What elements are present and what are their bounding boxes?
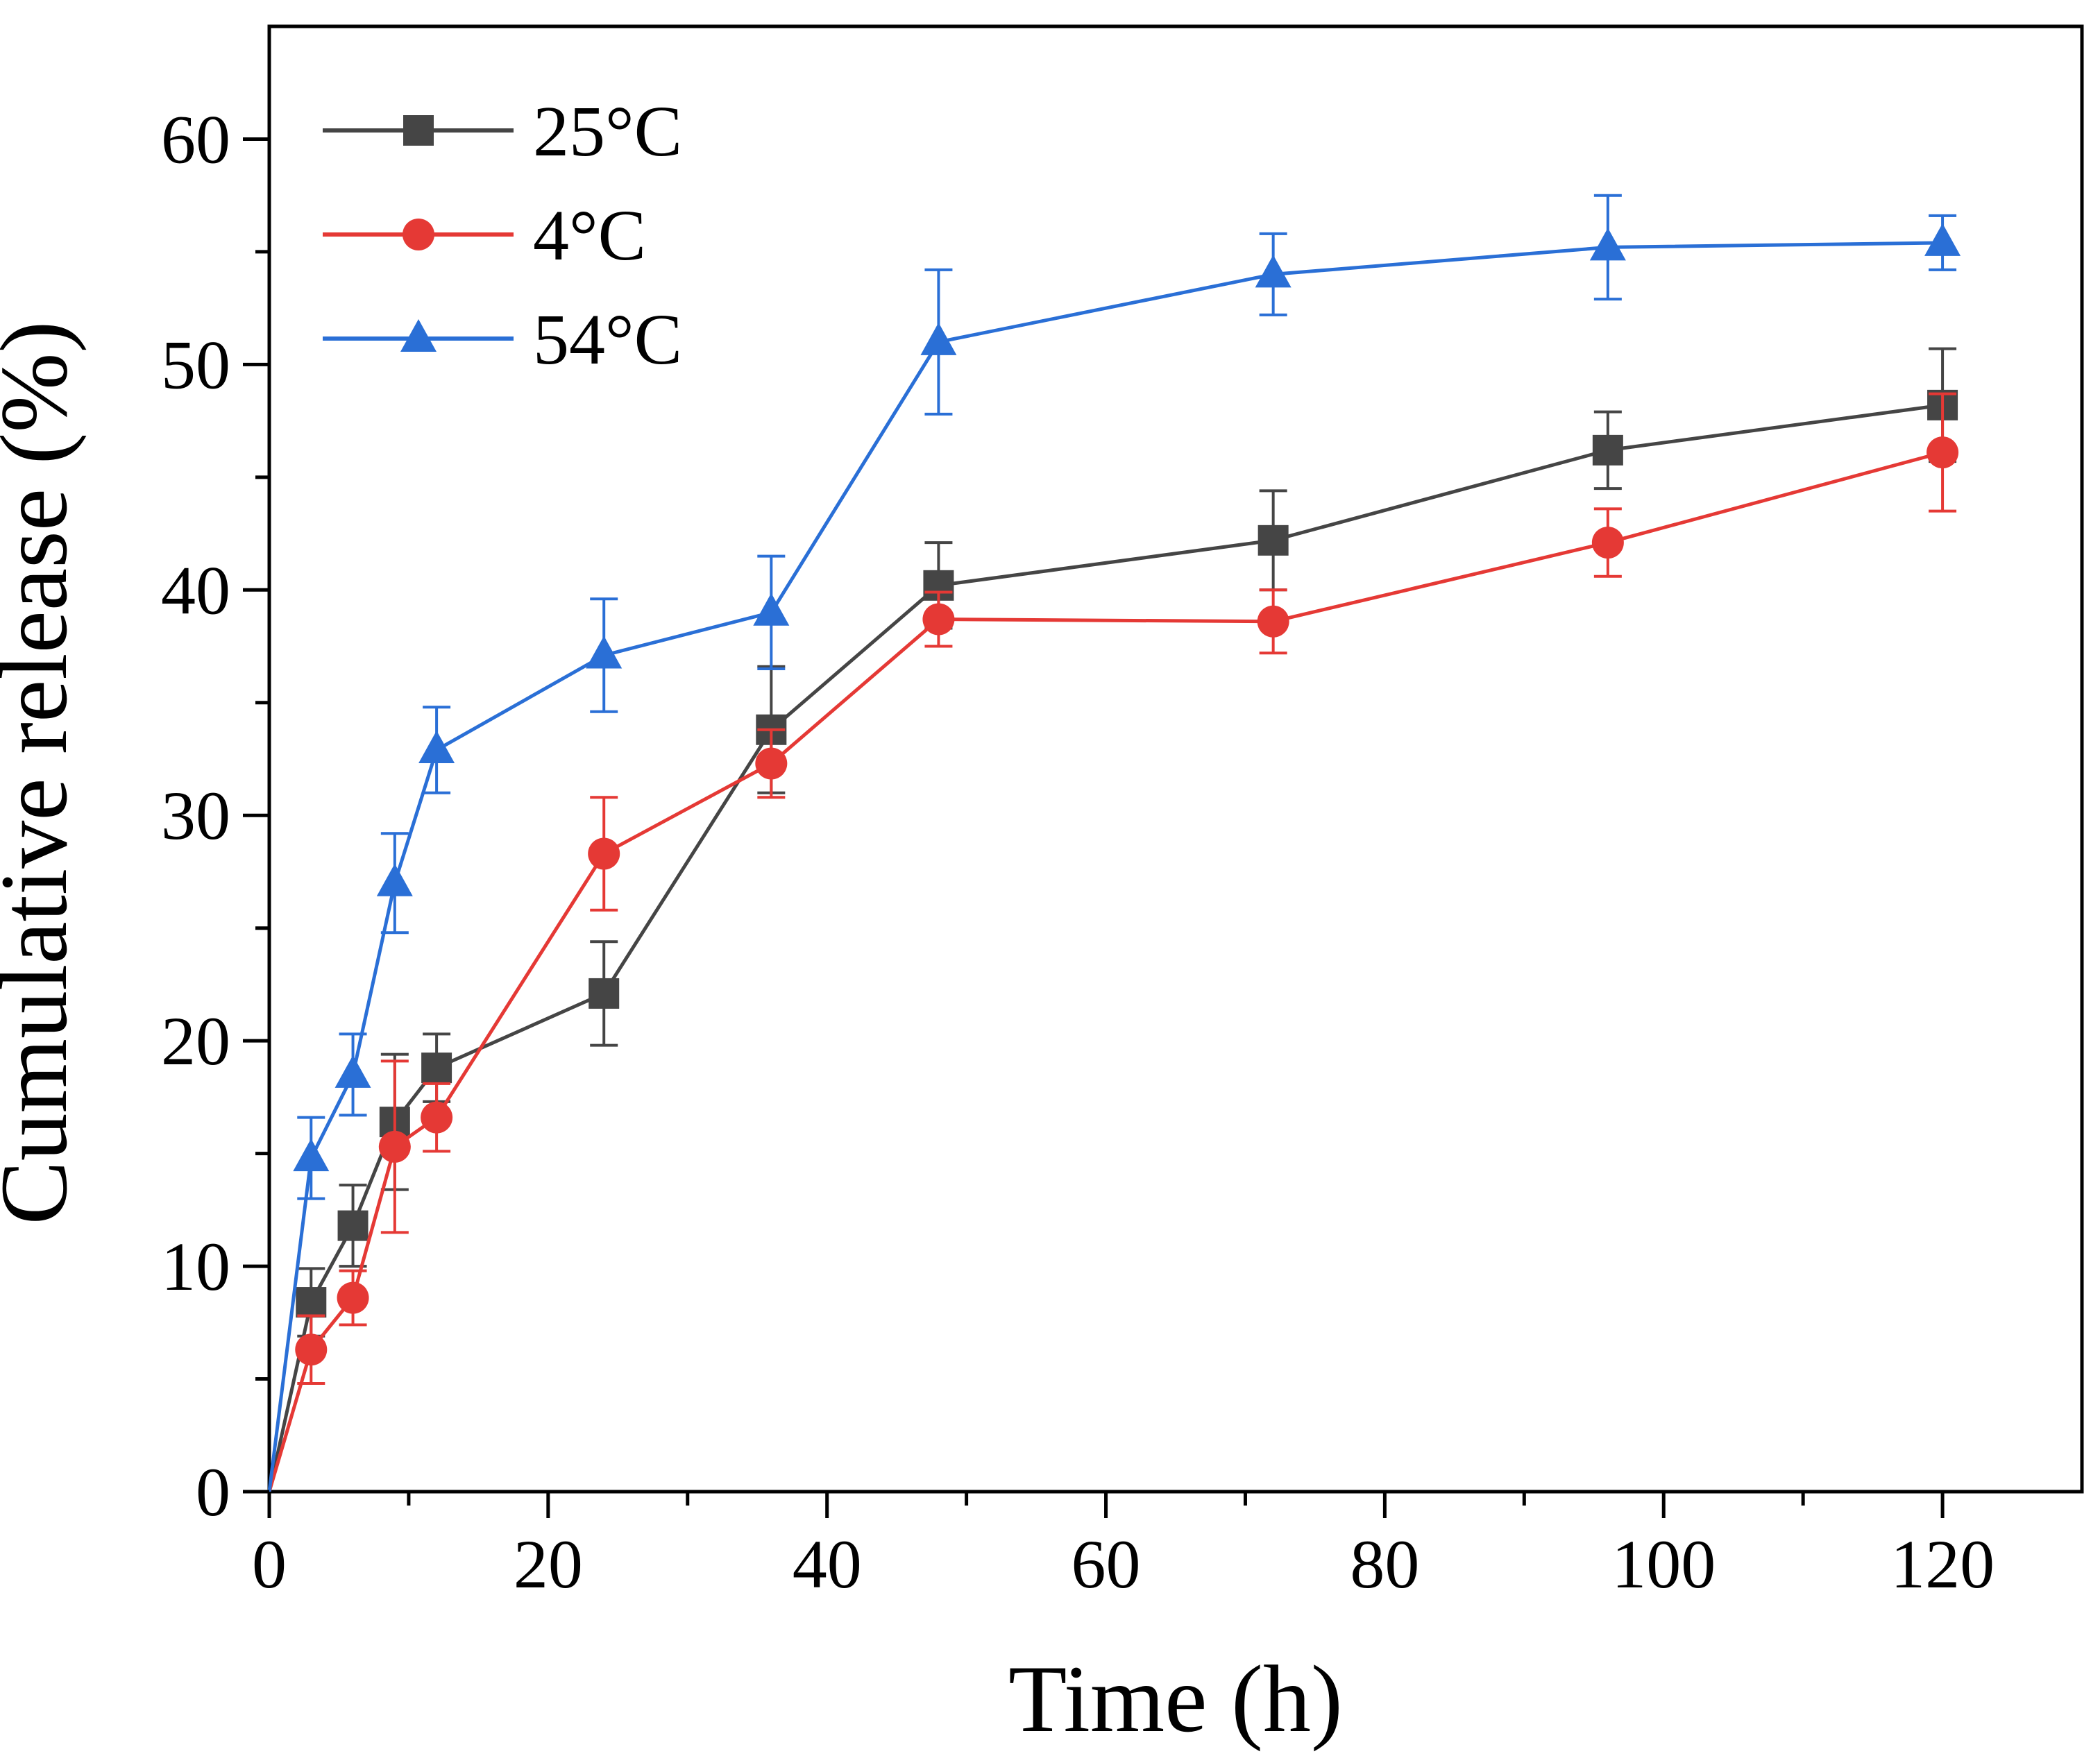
data-point [586, 636, 623, 669]
data-point [1591, 527, 1624, 559]
x-tick-label: 100 [1611, 1526, 1716, 1603]
legend-label: 4°C [533, 196, 646, 275]
x-axis-ticks: 0 20 40 60 80 100 120 [252, 1492, 1995, 1603]
y-tick-label: 0 [196, 1454, 230, 1531]
legend-label: 54°C [533, 300, 682, 380]
legend-marker [400, 319, 437, 352]
x-tick-label: 40 [793, 1526, 862, 1603]
y-tick-label: 50 [161, 326, 230, 403]
series-2 [267, 194, 1961, 1492]
data-point [588, 837, 620, 870]
data-point [378, 1130, 411, 1163]
data-point [337, 1281, 369, 1314]
data-point [1592, 434, 1623, 466]
data-point [922, 603, 955, 636]
data-point [1255, 255, 1292, 288]
data-point [755, 747, 788, 780]
series-line [267, 403, 1943, 1492]
data-point [753, 593, 790, 626]
data-point [418, 731, 455, 764]
data-point [296, 1287, 327, 1318]
series-layer [267, 194, 1961, 1492]
y-tick-label: 10 [161, 1228, 230, 1305]
data-point [1257, 605, 1289, 638]
data-point [376, 863, 413, 896]
data-point [421, 1052, 452, 1084]
x-tick-label: 120 [1890, 1526, 1995, 1603]
data-point [1258, 525, 1289, 556]
data-point [293, 1139, 330, 1172]
data-point [335, 1055, 371, 1088]
data-point [295, 1333, 328, 1366]
plot-frame [267, 24, 2084, 1494]
y-tick-label: 30 [161, 777, 230, 854]
x-tick-label: 0 [252, 1526, 287, 1603]
data-point [337, 1210, 369, 1241]
x-tick-label: 20 [514, 1526, 583, 1603]
data-point [1589, 228, 1626, 261]
y-tick-label: 60 [161, 101, 230, 178]
data-point [588, 978, 620, 1009]
x-tick-label: 60 [1072, 1526, 1141, 1603]
data-point [1927, 436, 1959, 469]
y-axis-title: Cumulative release (%) [0, 321, 87, 1225]
data-point [421, 1101, 453, 1134]
y-tick-label: 20 [161, 1003, 230, 1080]
x-tick-label: 80 [1350, 1526, 1419, 1603]
series-1 [267, 392, 1959, 1492]
legend-marker [403, 219, 434, 250]
series-line [267, 241, 1943, 1492]
data-point [1924, 223, 1961, 256]
y-tick-label: 40 [161, 552, 230, 629]
y-axis-ticks: 0 10 20 30 40 50 60 [161, 101, 269, 1531]
series-line [267, 450, 1943, 1492]
legend-marker [403, 115, 434, 146]
series-0 [267, 347, 1958, 1492]
data-point [920, 322, 957, 355]
plot-area [267, 24, 2084, 1494]
legend: 25°C 4°C 54°C [323, 92, 682, 380]
legend-label: 25°C [533, 92, 682, 171]
x-axis-title: Time (h) [1008, 1646, 1343, 1752]
